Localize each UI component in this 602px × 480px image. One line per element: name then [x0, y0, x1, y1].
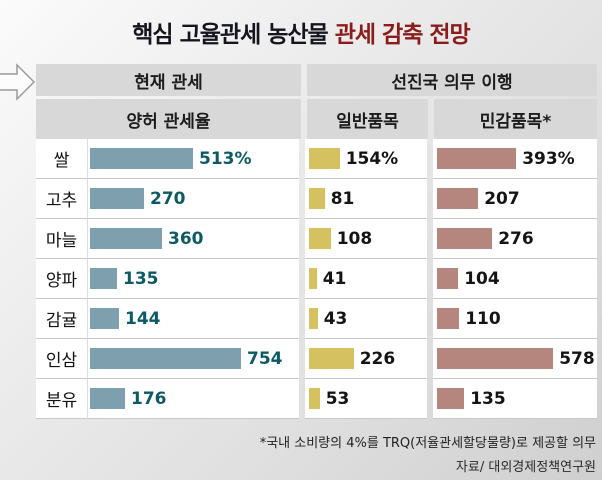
bar-cell: 53 [304, 379, 428, 419]
table-row: 분유 176 53 135 [36, 379, 597, 419]
bar-value: 393% [522, 148, 575, 169]
bar [308, 308, 318, 329]
bar [308, 268, 317, 289]
bar [308, 348, 354, 369]
row-label: 인삼 [36, 339, 88, 379]
bar-value: 270 [149, 188, 186, 209]
bar [89, 268, 117, 289]
bar [437, 388, 465, 409]
bar-cell: 270 [87, 179, 299, 219]
header-general-items: 일반품목 [307, 99, 428, 139]
bar-value: 108 [336, 228, 373, 249]
bar-cell: 207 [433, 179, 597, 219]
table-row: 고추 270 81 207 [36, 179, 597, 219]
bar-value: 110 [465, 308, 501, 329]
bar-cell: 393% [433, 139, 597, 179]
bar [308, 148, 340, 169]
table-row: 마늘 360 108 276 [36, 219, 597, 259]
header-current-tariff: 현재 관세 [36, 64, 301, 96]
bar-value: 154% [345, 148, 399, 169]
bar [89, 388, 125, 409]
bar-value: 104 [464, 268, 500, 289]
row-label: 고추 [36, 179, 88, 219]
bar-cell: 81 [304, 179, 428, 219]
table-header-row-1: 현재 관세 선진국 의무 이행 [36, 64, 597, 96]
bar-cell: 176 [87, 379, 299, 419]
bar [437, 228, 493, 249]
bar-value: 513% [198, 148, 252, 169]
bar-value: 176 [130, 388, 167, 409]
bar-value: 81 [330, 188, 355, 209]
row-label: 마늘 [36, 219, 88, 259]
bar-value: 135 [470, 388, 506, 409]
bar [89, 188, 144, 209]
bar [89, 228, 162, 249]
bar-value: 207 [484, 188, 520, 209]
table-row: 양파 135 41 104 [36, 259, 597, 299]
header-sensitive-items: 민감품목* [434, 99, 597, 139]
bar-cell: 144 [87, 299, 299, 339]
bar [437, 348, 554, 369]
bar-cell: 276 [433, 219, 597, 259]
footnote: *국내 소비량의 4%를 TRQ(저율관세할당물량)로 제공할 의무 [259, 436, 596, 451]
bar-value: 276 [498, 228, 534, 249]
bar-value: 360 [167, 228, 204, 249]
bar [308, 228, 331, 249]
title-accent: 관세 감축 전망 [334, 22, 471, 48]
table-row: 인삼 754 226 578 [36, 339, 597, 379]
bar-cell: 135 [87, 259, 299, 299]
bar-cell: 754 [87, 339, 299, 379]
right-arrow-icon-svg [0, 63, 36, 101]
bar-value: 43 [323, 308, 348, 329]
row-label: 양파 [36, 259, 88, 299]
table-header-row-2: 양허 관세율 일반품목 민감품목* [36, 99, 597, 139]
bar-cell: 578 [433, 339, 597, 379]
bar-value: 578 [559, 348, 595, 369]
bar-cell: 110 [433, 299, 597, 339]
page-title: 핵심 고율관세 농산물 관세 감축 전망 [0, 15, 602, 49]
right-arrow-icon [0, 62, 36, 102]
table-body: 쌀 513% 154% 393% 고추 270 81 207 마늘 360 108 276 양파 135 4… [36, 139, 597, 419]
bar-value: 144 [124, 308, 161, 329]
bar [308, 188, 325, 209]
row-label: 분유 [36, 379, 88, 419]
tariff-table: 현재 관세 선진국 의무 이행 양허 관세율 일반품목 민감품목* 쌀 513% 1… [36, 64, 597, 419]
bar [89, 308, 119, 329]
source-credit: 자료/ 대외경제정책연구원 [455, 460, 596, 475]
bar-cell: 43 [304, 299, 428, 339]
bar-value: 53 [325, 388, 350, 409]
bar-cell: 154% [304, 139, 428, 179]
bar-cell: 360 [87, 219, 299, 259]
bar [437, 148, 517, 169]
bar-cell: 226 [304, 339, 428, 379]
bar-cell: 135 [433, 379, 597, 419]
row-label: 감귤 [36, 299, 88, 339]
bar-cell: 41 [304, 259, 428, 299]
bar-value: 226 [359, 348, 396, 369]
header-concession-rate: 양허 관세율 [36, 99, 301, 139]
table-row: 쌀 513% 154% 393% [36, 139, 597, 179]
row-label: 쌀 [36, 139, 88, 179]
bar [308, 388, 320, 409]
bar-value: 41 [322, 268, 347, 289]
bar [437, 188, 479, 209]
bar-cell: 104 [433, 259, 597, 299]
bar [89, 348, 241, 369]
title-main: 핵심 고율관세 농산물 [132, 22, 328, 48]
bar [437, 268, 459, 289]
bar-value: 754 [246, 348, 283, 369]
bar-value: 135 [122, 268, 159, 289]
bar-cell: 108 [304, 219, 428, 259]
bar [89, 148, 193, 169]
table-row: 감귤 144 43 110 [36, 299, 597, 339]
bar [437, 308, 460, 329]
header-developed-obligation: 선진국 의무 이행 [307, 64, 597, 96]
bar-cell: 513% [87, 139, 299, 179]
